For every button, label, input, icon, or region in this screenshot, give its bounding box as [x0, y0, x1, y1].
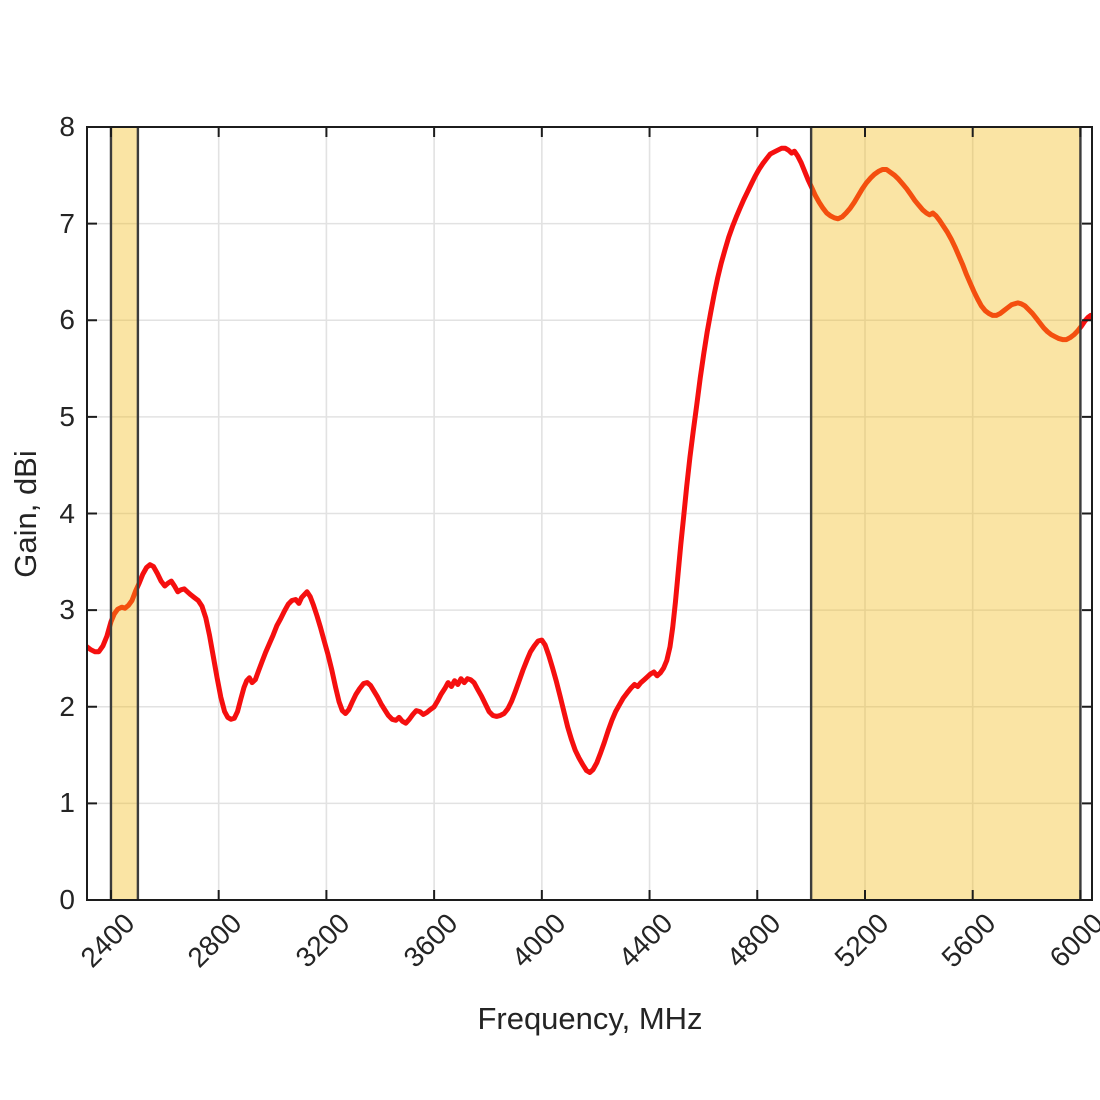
y-tick-label: 2 [59, 690, 75, 722]
highlight-band-2400-2500 [110, 127, 138, 900]
highlight-band-5000-6000 [811, 127, 1081, 900]
gain-curve [87, 145, 1092, 775]
y-tick-label: 3 [59, 594, 75, 626]
y-tick-label: 7 [59, 207, 75, 239]
y-tick-label: 8 [59, 111, 75, 142]
x-axis-label: Frequency, MHz [477, 1001, 703, 1036]
y-tick-label: 6 [59, 304, 75, 336]
y-tick-label: 4 [59, 497, 75, 529]
y-tick-label: 0 [59, 884, 75, 915]
y-tick-label: 5 [59, 400, 75, 432]
y-tick-label: 1 [59, 787, 75, 819]
